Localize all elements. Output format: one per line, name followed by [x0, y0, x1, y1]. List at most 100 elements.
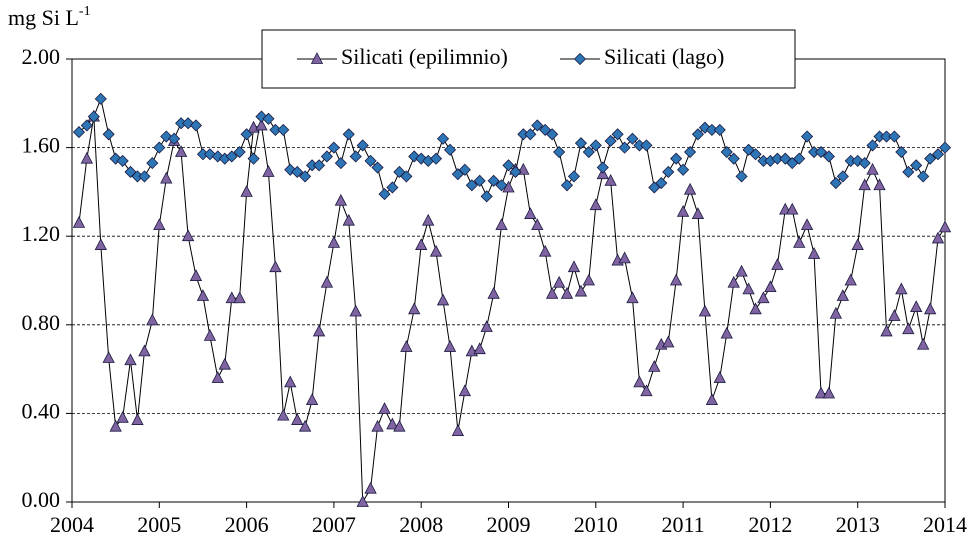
diamond-marker [560, 179, 574, 192]
triangle-marker [683, 182, 697, 195]
diamond-marker [684, 145, 697, 159]
triangle-marker [233, 291, 246, 304]
y-tick-label: 1.60 [22, 133, 61, 158]
diamond-marker [436, 132, 450, 145]
triangle-marker [626, 291, 639, 304]
diamond-marker [277, 123, 290, 136]
x-tick-label: 2013 [836, 512, 880, 537]
triangle-marker [829, 306, 843, 319]
triangle-marker [356, 495, 369, 507]
triangle-marker [320, 275, 334, 288]
triangle-marker [371, 419, 384, 432]
diamond-marker [858, 157, 871, 170]
triangle-marker [764, 280, 777, 293]
triangle-marker [415, 238, 428, 250]
triangle-marker [640, 384, 653, 397]
diamond-marker [836, 170, 849, 183]
triangle-marker [80, 151, 94, 164]
diamond-marker [895, 145, 908, 159]
diamond-marker [80, 119, 93, 132]
diamond-marker [691, 128, 705, 141]
diamond-marker [94, 92, 107, 105]
triangle-marker [938, 220, 952, 233]
triangle-marker [786, 202, 799, 215]
diamond-marker [502, 159, 515, 172]
triangle-marker [451, 424, 465, 437]
triangle-marker [822, 386, 836, 399]
triangle-marker [648, 360, 661, 372]
diamond-marker [138, 170, 151, 183]
x-tick-label: 2009 [487, 512, 531, 537]
triangle-marker [574, 284, 588, 297]
diamond-marker [356, 139, 369, 152]
y-tick-label: 0.80 [22, 310, 61, 335]
diamond-marker [596, 161, 609, 174]
triangle-marker [291, 413, 304, 425]
triangle-marker [174, 145, 188, 157]
triangle-marker [102, 351, 115, 363]
diamond-marker [189, 119, 203, 132]
triangle-marker [662, 335, 675, 348]
y-tick-label: 0.40 [22, 398, 61, 423]
triangle-marker [902, 322, 915, 335]
diamond-marker [240, 128, 253, 141]
diamond-marker [662, 165, 675, 179]
diamond-marker [342, 128, 355, 141]
diamond-marker [713, 123, 726, 136]
triangle-marker [757, 291, 770, 304]
diamond-marker [546, 128, 559, 141]
diamond-marker [262, 112, 275, 125]
diamond-marker [910, 159, 923, 172]
triangle-marker [196, 289, 210, 301]
diamond-marker [429, 152, 443, 165]
y-axis-label-text: mg Si L [8, 5, 79, 30]
diamond-marker [793, 152, 806, 165]
triangle-marker [393, 419, 406, 432]
diamond-marker [386, 181, 399, 194]
y-axis-label-sup: -1 [79, 4, 91, 19]
diamond-marker [371, 161, 384, 174]
triangle-marker [211, 371, 224, 383]
triangle-marker [713, 371, 726, 383]
triangle-marker [422, 213, 435, 226]
y-tick-label: 1.20 [22, 221, 61, 246]
diamond-marker [902, 165, 915, 179]
diamond-marker [814, 145, 828, 159]
diamond-marker [327, 141, 340, 154]
triangle-marker [910, 300, 923, 312]
triangle-marker [72, 216, 86, 228]
triangle-marker [124, 353, 137, 366]
triangle-marker [793, 235, 806, 248]
triangle-marker [931, 231, 945, 244]
triangle-marker [458, 384, 472, 397]
y-tick-label: 2.00 [22, 44, 61, 69]
triangle-marker [814, 386, 828, 399]
diamond-marker [146, 157, 159, 170]
x-tick-label: 2004 [50, 512, 94, 537]
triangle-marker [342, 213, 355, 226]
triangle-marker [545, 286, 559, 299]
diamond-marker [531, 119, 544, 132]
triangle-marker [633, 375, 646, 388]
triangle-marker [669, 273, 683, 286]
diamond-marker [640, 139, 653, 152]
triangle-marker [487, 286, 500, 299]
triangle-marker [277, 408, 290, 421]
triangle-marker [676, 204, 690, 217]
triangle-marker [567, 260, 581, 273]
legend-box [261, 29, 796, 89]
triangle-marker [705, 393, 719, 406]
diamond-marker [487, 174, 500, 187]
triangle-marker [218, 357, 231, 370]
diamond-marker [168, 132, 181, 145]
triangle-marker [378, 402, 391, 414]
triangle-marker [539, 244, 552, 257]
triangle-marker [436, 293, 450, 306]
triangle-marker [531, 218, 544, 231]
x-tick-label: 2008 [399, 512, 443, 537]
triangle-marker [305, 393, 319, 406]
triangle-marker [923, 302, 937, 315]
diamond-marker [72, 126, 86, 139]
triangle-marker [429, 244, 443, 257]
triangle-marker [269, 260, 282, 273]
